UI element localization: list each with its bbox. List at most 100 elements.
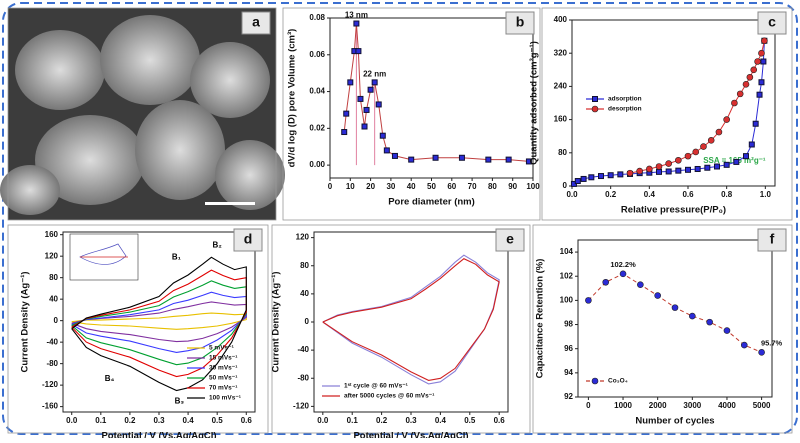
y-tick-label: 0.02 — [309, 123, 325, 132]
marker — [617, 171, 624, 178]
y-tick-label: 240 — [554, 82, 568, 91]
marker — [655, 163, 663, 170]
marker — [598, 173, 604, 180]
x-tick-label: 0.1 — [347, 416, 359, 425]
x-tick-label: 0.6 — [494, 416, 506, 425]
y-tick-label: 40 — [49, 294, 58, 303]
panel-badge — [505, 11, 535, 35]
marker — [758, 349, 765, 356]
panel-label: f — [770, 231, 775, 247]
annotation: 13 nm — [345, 11, 368, 20]
x-tick-label: 0 — [586, 401, 591, 410]
legend-marker — [591, 105, 599, 113]
marker — [408, 156, 415, 163]
panel-frame — [541, 7, 793, 221]
marker — [580, 175, 587, 182]
y-tick-label: 0 — [563, 181, 568, 190]
marker — [665, 168, 672, 175]
marker — [758, 79, 765, 86]
x-tick-label: 0.6 — [682, 190, 694, 199]
marker — [752, 120, 759, 127]
marker — [754, 58, 761, 65]
panel-frame — [282, 7, 541, 221]
x-tick-label: 0.5 — [212, 416, 224, 425]
x-tick-label: 0.8 — [721, 190, 733, 199]
annotation: B₃ — [175, 396, 185, 405]
marker — [761, 37, 768, 45]
x-tick-label: 30 — [386, 182, 395, 191]
marker — [353, 20, 360, 27]
marker — [684, 152, 692, 160]
marker — [391, 152, 398, 159]
marker — [574, 178, 581, 185]
x-tick-label: 0.2 — [376, 416, 388, 425]
y-tick-label: -120 — [293, 401, 310, 410]
marker — [756, 91, 763, 98]
marker — [694, 165, 701, 172]
x-axis-label: Number of cycles — [635, 416, 714, 427]
y-tick-label: 0.00 — [309, 160, 325, 169]
y-axis-label: Quantity adsorbed (cm³g⁻¹) — [529, 41, 540, 165]
panel-badge — [757, 11, 787, 35]
y-axis-label: Capacitance Retention (%) — [535, 259, 546, 379]
panel-frame — [7, 224, 269, 434]
marker — [704, 164, 711, 171]
marker — [723, 116, 730, 123]
x-tick-label: 0 — [328, 182, 333, 191]
y-tick-label: 0 — [54, 316, 59, 325]
x-tick-label: 90 — [508, 182, 517, 191]
y-tick-label: 400 — [554, 15, 568, 24]
y-tick-label: 104 — [560, 247, 574, 256]
y-tick-label: 0.08 — [309, 13, 325, 22]
marker — [485, 156, 492, 163]
annotation: B₄ — [105, 374, 115, 383]
marker — [367, 86, 374, 93]
x-axis-label: Potential / V (Vs.Ag/AgCl) — [101, 431, 216, 438]
sem-image — [0, 8, 285, 220]
y-tick-label: 80 — [558, 148, 567, 157]
panel-badge — [241, 11, 271, 35]
marker — [654, 292, 661, 299]
legend-marker — [592, 96, 598, 102]
y-tick-label: -40 — [46, 337, 58, 346]
legend-marker — [591, 377, 599, 385]
y-tick-label: 160 — [554, 115, 568, 124]
marker — [760, 58, 767, 65]
plot-frame — [329, 17, 534, 179]
x-tick-label: 0.2 — [605, 190, 617, 199]
legend-label: 1ˢᵗ cycle @ 60 mVs⁻¹ — [344, 383, 408, 390]
panel-label: b — [516, 14, 525, 30]
marker — [505, 156, 512, 163]
y-tick-label: 96 — [564, 344, 573, 353]
marker — [736, 90, 744, 98]
legend-label: 5 mVs⁻¹ — [209, 345, 234, 352]
y-tick-label: -80 — [297, 373, 309, 382]
legend-label: 70 mVs⁻¹ — [209, 385, 237, 392]
marker — [379, 132, 386, 139]
x-tick-label: 0.4 — [435, 416, 447, 425]
y-tick-label: -120 — [42, 380, 59, 389]
value-label: 95.7% — [761, 338, 783, 347]
legend-label: 100 mVs⁻¹ — [209, 395, 241, 402]
marker — [707, 137, 715, 144]
marker — [692, 148, 700, 156]
x-tick-label: 0.3 — [405, 416, 417, 425]
legend-label: adsorption — [608, 96, 642, 103]
y-tick-label: -160 — [42, 402, 59, 411]
marker — [602, 278, 610, 286]
y-tick-label: -40 — [297, 345, 309, 354]
annotation: 22 nm — [363, 69, 386, 78]
y-tick-label: -80 — [46, 359, 58, 368]
marker — [758, 49, 765, 57]
marker — [740, 341, 748, 349]
x-tick-label: 60 — [447, 182, 456, 191]
x-tick-label: 0.4 — [183, 416, 195, 425]
panel-badge — [233, 228, 263, 252]
panel-label: d — [244, 231, 253, 247]
y-axis-label: Current Density (Ag⁻¹) — [271, 271, 282, 372]
marker — [375, 101, 382, 108]
panel-frame — [532, 224, 793, 434]
y-tick-label: 0.06 — [309, 50, 325, 59]
marker — [706, 318, 713, 326]
